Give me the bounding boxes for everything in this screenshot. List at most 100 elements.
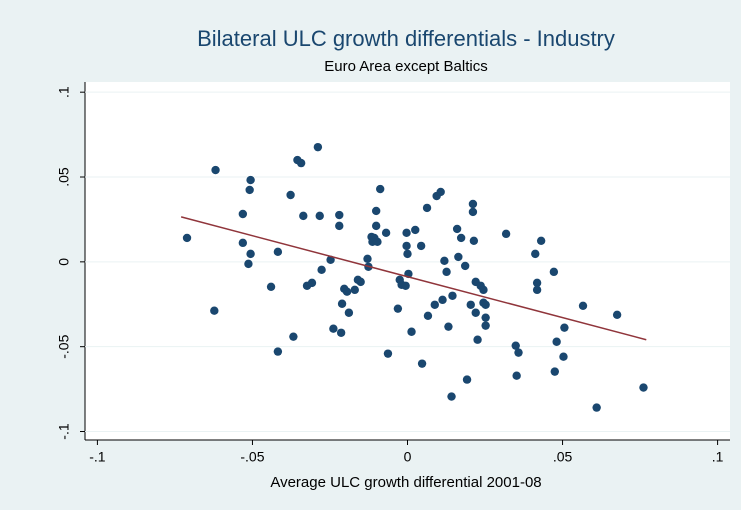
point [210, 306, 219, 315]
y-tick-label: 0 [56, 258, 72, 266]
point [313, 142, 323, 152]
point [447, 392, 456, 401]
point [454, 252, 463, 262]
point [402, 241, 411, 251]
point [335, 210, 344, 220]
point [363, 254, 372, 263]
point [356, 277, 365, 287]
plot-region [85, 82, 730, 440]
point [402, 228, 411, 238]
x-tick-label: 0 [404, 449, 412, 465]
point [246, 175, 255, 185]
point [592, 403, 601, 412]
y-tick-label: -.1 [56, 423, 72, 440]
point [468, 199, 478, 209]
x-tick-label: .1 [712, 449, 724, 465]
point [481, 300, 490, 309]
point [307, 278, 317, 288]
point [286, 190, 295, 200]
point [326, 255, 335, 265]
point [289, 332, 298, 341]
point [273, 347, 283, 356]
point [337, 299, 347, 308]
point [401, 281, 410, 290]
point [238, 209, 248, 219]
point [296, 158, 306, 168]
point [481, 313, 490, 322]
point [423, 311, 433, 321]
point [560, 323, 569, 332]
point [436, 187, 445, 197]
point [442, 267, 451, 277]
point [244, 259, 253, 269]
x-tick-label: -.1 [89, 449, 106, 465]
y-tick-label: .05 [56, 167, 72, 187]
point [550, 367, 559, 376]
point [456, 233, 466, 243]
point [407, 327, 416, 336]
point [335, 221, 344, 231]
point [578, 301, 588, 310]
point [639, 383, 648, 392]
point [511, 341, 520, 350]
point [438, 295, 447, 305]
point [440, 256, 449, 266]
x-axis-label: Average ULC growth differential 2001-08 [270, 474, 541, 491]
point [342, 287, 352, 296]
point [417, 359, 427, 368]
x-tick-label: -.05 [240, 449, 264, 465]
point [460, 261, 470, 271]
point [501, 229, 511, 239]
point [246, 249, 255, 259]
point [381, 228, 391, 238]
point [473, 335, 482, 344]
point [411, 225, 420, 235]
point [469, 236, 479, 246]
point [471, 308, 480, 317]
point [552, 337, 561, 346]
point [344, 308, 354, 317]
point [466, 300, 475, 309]
fit-line [180, 216, 647, 341]
point [468, 207, 478, 217]
point [430, 300, 439, 309]
point [532, 278, 542, 288]
point [559, 352, 568, 361]
y-tick-label: -.05 [56, 334, 72, 358]
point [612, 310, 622, 319]
point [350, 285, 359, 295]
chart-title: Bilateral ULC growth differentials - Ind… [197, 26, 615, 51]
point [329, 324, 338, 333]
point [238, 238, 248, 248]
point [315, 211, 324, 221]
point [536, 236, 546, 246]
point [422, 203, 432, 213]
point [403, 249, 412, 259]
point [371, 206, 381, 216]
point [376, 184, 385, 194]
point [336, 328, 346, 337]
y-tick-label: .1 [56, 86, 72, 98]
x-tick-label: .05 [553, 449, 573, 465]
point [514, 348, 523, 357]
point [549, 267, 559, 277]
point [266, 282, 276, 291]
point [512, 371, 521, 380]
point [182, 233, 192, 243]
chart-subtitle: Euro Area except Baltics [324, 58, 487, 75]
point [448, 291, 457, 300]
point [317, 265, 326, 275]
point [273, 247, 283, 257]
point [371, 221, 381, 231]
point [211, 165, 220, 175]
point [373, 237, 382, 247]
point [462, 375, 472, 384]
point [531, 249, 540, 259]
point [481, 321, 490, 330]
point [479, 285, 488, 295]
point [299, 211, 308, 221]
point [444, 322, 453, 331]
point [416, 241, 426, 251]
point [245, 185, 254, 195]
